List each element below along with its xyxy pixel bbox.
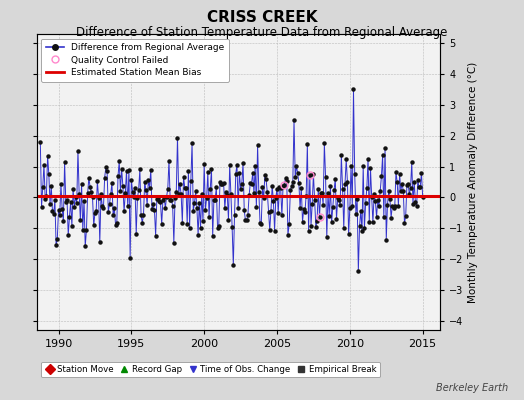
Text: Berkeley Earth: Berkeley Earth: [436, 383, 508, 393]
Legend: Station Move, Record Gap, Time of Obs. Change, Empirical Break: Station Move, Record Gap, Time of Obs. C…: [41, 362, 380, 378]
Y-axis label: Monthly Temperature Anomaly Difference (°C): Monthly Temperature Anomaly Difference (…: [468, 61, 478, 303]
Text: Difference of Station Temperature Data from Regional Average: Difference of Station Temperature Data f…: [77, 26, 447, 39]
Text: CRISS CREEK: CRISS CREEK: [207, 10, 317, 25]
